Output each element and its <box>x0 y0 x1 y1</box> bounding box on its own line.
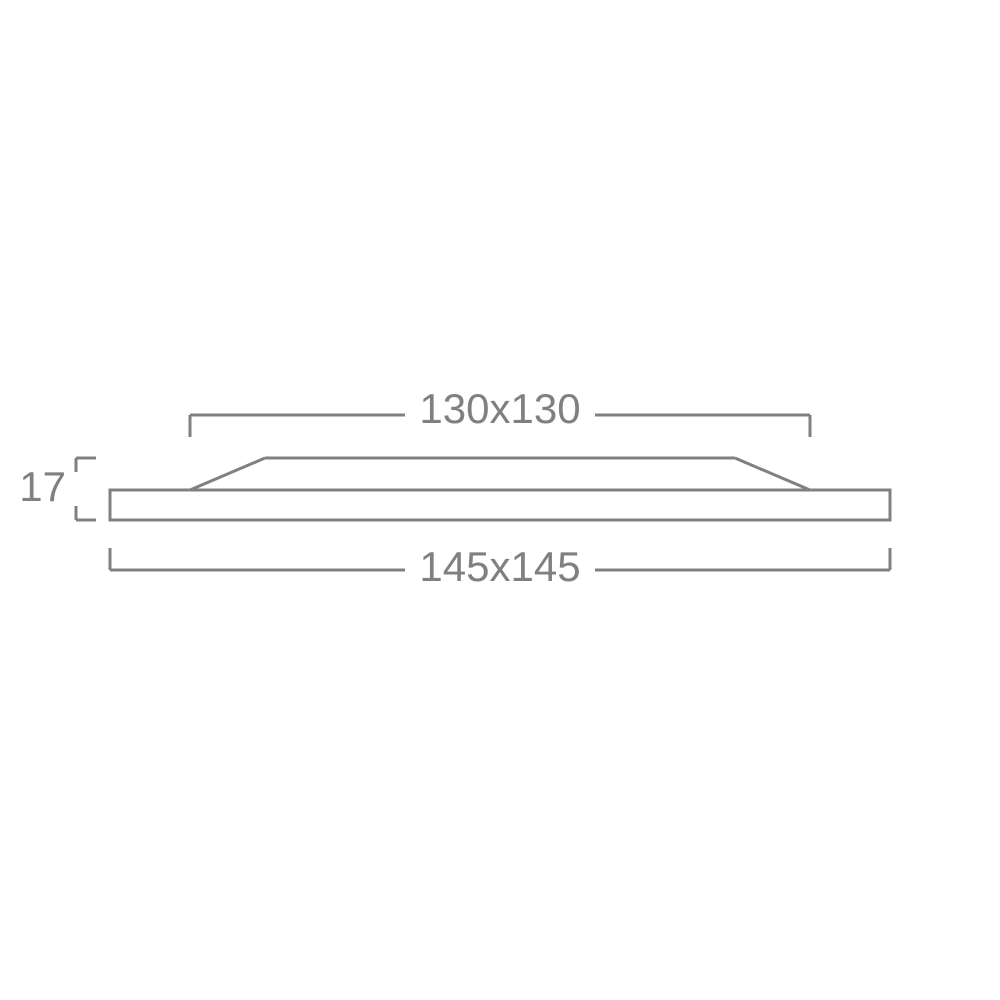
dim-bracket-height: 17 <box>19 458 96 520</box>
raised-profile <box>190 458 810 490</box>
dim-bracket-bottom: 145x145 <box>110 543 890 590</box>
dimension-diagram: 130x130 145x145 17 <box>0 0 1000 1000</box>
dim-label-bottom: 145x145 <box>419 543 580 590</box>
dim-label-height: 17 <box>19 463 66 510</box>
base-plate <box>110 490 890 520</box>
dim-label-top: 130x130 <box>419 385 580 432</box>
dim-bracket-top: 130x130 <box>190 385 810 437</box>
